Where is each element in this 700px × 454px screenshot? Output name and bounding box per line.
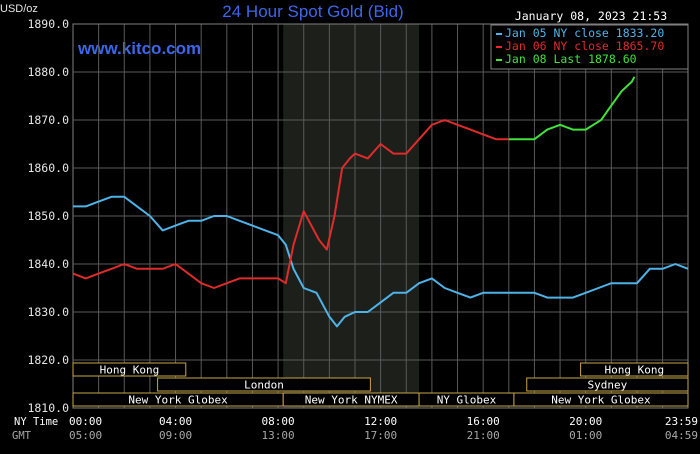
legend-box — [490, 24, 689, 70]
y-tick-label: 1880.0 — [27, 65, 69, 79]
legend-entry: Jan 08 Last 1878.60 — [505, 52, 637, 66]
x-tick-ny: 04:00 — [159, 415, 192, 428]
session-label: New York NYMEX — [305, 394, 398, 407]
chart-datetime: January 08, 2023 21:53 — [515, 9, 667, 23]
x-tick-ny: 00:00 — [69, 415, 102, 428]
session-bar — [513, 392, 689, 407]
x-tick-gmt: 05:00 — [69, 429, 102, 442]
x-tick-gmt: 04:59 — [665, 429, 698, 442]
gmt-label: GMT — [12, 430, 32, 442]
x-tick-gmt: 17:00 — [364, 429, 397, 442]
session-bar — [157, 377, 371, 392]
x-tick-gmt: 01:00 — [569, 429, 602, 442]
y-tick-label: 1860.0 — [27, 161, 69, 175]
x-tick-gmt: 09:00 — [159, 429, 192, 442]
session-bar — [526, 377, 689, 392]
x-tick-ny: 16:00 — [467, 415, 500, 428]
x-tick-ny: 20:00 — [569, 415, 602, 428]
session-label: Sydney — [588, 379, 628, 392]
session-bar — [72, 362, 187, 377]
session-label: Hong Kong — [604, 364, 664, 377]
series-line — [73, 195, 689, 328]
x-tick-ny: 12:00 — [364, 415, 397, 428]
y-tick-label: 1850.0 — [27, 209, 69, 223]
y-tick-label: 1870.0 — [27, 113, 69, 127]
legend-entry: Jan 05 NY close 1833.20 — [505, 26, 664, 40]
y-tick-label: 1840.0 — [27, 257, 69, 271]
series-line — [508, 76, 636, 141]
x-tick-gmt: 21:00 — [467, 429, 500, 442]
session-bar — [580, 362, 689, 377]
x-tick-gmt: 13:00 — [262, 429, 295, 442]
x-tick-ny: 08:00 — [262, 415, 295, 428]
plot-frame — [72, 23, 689, 409]
legend-entry: Jan 06 NY close 1865.70 — [505, 39, 664, 53]
chart-title: 24 Hour Spot Gold (Bid) — [222, 2, 403, 21]
y-tick-label: 1810.0 — [27, 401, 69, 415]
y-tick-label: 1820.0 — [27, 353, 69, 367]
y-tick-label: 1830.0 — [27, 305, 69, 319]
session-label: London — [244, 379, 284, 392]
session-label: NY Globex — [437, 394, 497, 407]
session-label: Hong Kong — [100, 364, 160, 377]
kitco-watermark: www.kitco.com — [77, 39, 201, 58]
x-tick-ny: 23:59 — [665, 415, 698, 428]
session-label: New York Globex — [128, 394, 228, 407]
series-line — [72, 119, 509, 289]
y-unit-label: USD/oz — [0, 3, 38, 15]
ny-time-label: NY Time — [14, 416, 58, 428]
y-tick-label: 1890.0 — [27, 17, 69, 31]
session-label: New York Globex — [551, 394, 651, 407]
